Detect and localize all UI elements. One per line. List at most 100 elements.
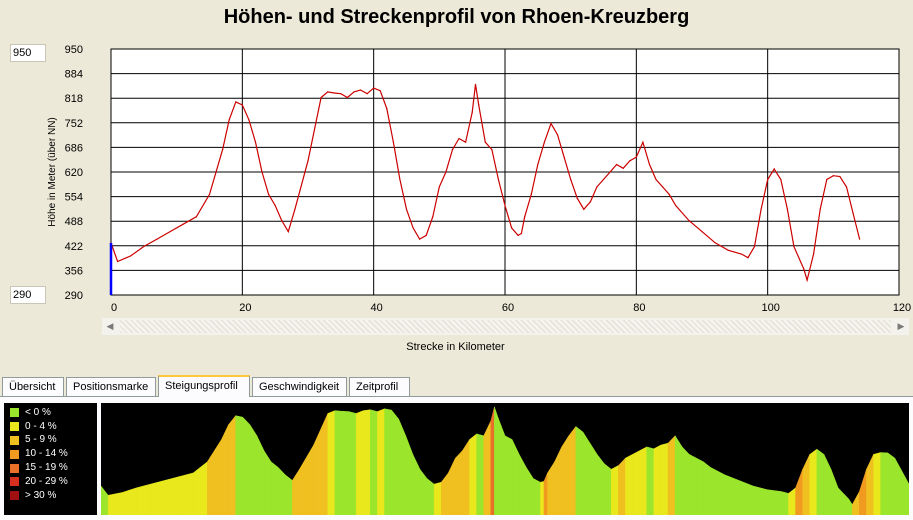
horizontal-scrollbar[interactable]: ◀ ▶	[102, 318, 909, 335]
elevation-point	[241, 104, 243, 106]
elevation-point	[307, 160, 309, 162]
gradient-segment	[277, 466, 286, 515]
tab-uebersicht[interactable]: Übersicht	[2, 377, 64, 396]
min-elevation-field[interactable]: 290	[10, 286, 46, 304]
gradient-segment	[426, 478, 435, 515]
legend-label: 5 - 9 %	[25, 434, 57, 446]
elevation-point	[484, 141, 486, 143]
elevation-point	[602, 178, 605, 181]
legend-swatch	[10, 449, 19, 459]
gradient-segment	[724, 474, 740, 515]
gradient-segment	[285, 474, 293, 515]
scroll-right-icon[interactable]: ▶	[893, 318, 909, 335]
scrollbar-track[interactable]	[120, 320, 891, 333]
gradient-segment	[370, 409, 378, 515]
elevation-point	[281, 219, 283, 222]
elevation-point	[130, 255, 132, 257]
elevation-point	[642, 141, 644, 143]
gradient-segment	[235, 415, 244, 515]
tab-positionsmarke[interactable]: Positionsmarke	[66, 377, 156, 396]
gradient-segment	[887, 452, 896, 515]
elevation-point	[675, 204, 677, 207]
x-tick-label: 100	[761, 302, 779, 314]
elevation-point	[520, 232, 523, 235]
gradient-segment	[228, 414, 236, 515]
gradient-segment	[660, 442, 669, 515]
legend-swatch	[10, 422, 19, 432]
elevation-point	[688, 219, 690, 222]
gradient-segment	[901, 470, 909, 515]
elevation-point	[583, 208, 585, 210]
tab-zeitprofil[interactable]: Zeitprofil	[349, 377, 410, 396]
elevation-point	[609, 171, 611, 173]
page-title: Höhen- und Streckenprofil von Rhoen-Kreu…	[223, 6, 690, 28]
x-tick-label: 20	[239, 302, 251, 314]
elevation-point	[320, 96, 322, 99]
elevation-point	[799, 260, 802, 263]
gradient-legend: < 0 % 0 - 4 % 5 - 9 % 10 - 14 % 15 - 19 …	[4, 403, 97, 515]
gradient-profile-chart	[101, 403, 909, 515]
elevation-point	[392, 141, 394, 143]
legend-label: 20 - 29 %	[25, 475, 68, 487]
gradient-segment	[540, 480, 545, 515]
legend-swatch	[10, 463, 19, 473]
x-tick-label: 60	[502, 302, 514, 314]
gradient-segment	[136, 483, 151, 515]
scroll-left-icon[interactable]: ◀	[102, 318, 118, 335]
gradient-segment	[710, 466, 725, 515]
elevation-point	[412, 227, 414, 229]
elevation-point	[116, 260, 119, 263]
gradient-segment	[816, 448, 825, 515]
gradient-segment	[738, 480, 754, 515]
gradient-segment	[348, 411, 357, 515]
elevation-point	[793, 245, 795, 248]
gradient-segment	[462, 438, 470, 515]
gradient-segment	[178, 472, 194, 515]
max-elevation-field[interactable]: 950	[10, 44, 46, 62]
elevation-point	[504, 204, 506, 207]
legend-swatch	[10, 408, 19, 418]
gradient-segment	[150, 480, 166, 515]
elevation-point	[747, 257, 749, 259]
elevation-point	[327, 91, 329, 93]
elevation-point	[845, 186, 848, 188]
gradient-segment	[362, 409, 371, 515]
elevation-point	[556, 134, 559, 136]
elevation-point	[524, 216, 526, 218]
gradient-segment	[653, 444, 662, 515]
elevation-point	[806, 279, 808, 281]
y-tick-label: 752	[65, 118, 83, 130]
tab-geschwindigkeit[interactable]: Geschwindigkeit	[252, 377, 347, 396]
tab-steigungsprofil[interactable]: Steigungsprofil	[158, 375, 250, 397]
gradient-segment	[781, 491, 789, 515]
elevation-point	[333, 92, 335, 94]
gradient-segment	[589, 442, 598, 515]
legend-item: 5 - 9 %	[10, 434, 97, 448]
gradient-segment	[355, 410, 364, 515]
elevation-point	[432, 216, 434, 218]
elevation-point	[576, 197, 578, 199]
gradient-segment	[107, 492, 123, 515]
gradient-segment	[242, 416, 251, 515]
elevation-point	[767, 178, 769, 181]
legend-swatch	[10, 435, 19, 445]
legend-item: 10 - 14 %	[10, 447, 97, 461]
elevation-point	[839, 175, 841, 178]
legend-item: 0 - 4 %	[10, 420, 97, 434]
elevation-point	[228, 119, 230, 121]
gradient-segment	[164, 476, 180, 515]
gradient-segment	[341, 410, 350, 515]
elevation-point	[195, 216, 197, 218]
gradient-segment	[873, 452, 881, 515]
elevation-point	[474, 83, 477, 86]
elevation-point	[268, 193, 270, 195]
legend-label: < 0 %	[25, 406, 51, 418]
y-axis-label: Höhe in Meter (über NN)	[47, 117, 58, 226]
elevation-point	[346, 96, 348, 99]
legend-item: > 30 %	[10, 489, 97, 503]
gradient-segment	[681, 446, 690, 515]
y-tick-label: 686	[65, 142, 83, 154]
gradient-segment	[696, 457, 704, 515]
gradient-segment	[490, 406, 495, 515]
elevation-point	[366, 93, 368, 95]
